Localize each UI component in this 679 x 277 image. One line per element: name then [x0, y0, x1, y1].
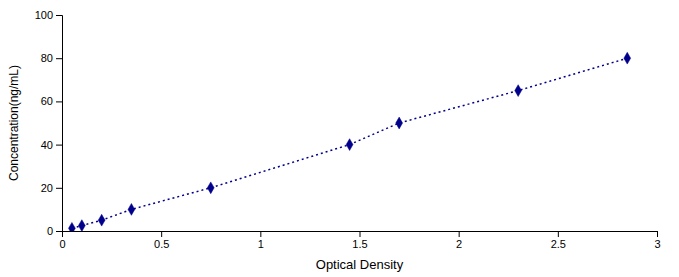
marks: [69, 52, 631, 231]
y-tick: 60: [41, 95, 62, 107]
y-tick: 40: [41, 139, 62, 151]
data-point: [128, 204, 135, 216]
y-tick-mark: [56, 188, 62, 189]
y-tick-label: 60: [41, 95, 53, 107]
y-tick: 0: [47, 225, 62, 237]
x-tick: 3: [654, 231, 660, 250]
x-tick-label: 0: [59, 238, 65, 250]
data-point: [396, 117, 403, 129]
y-tick: 80: [41, 52, 62, 64]
data-line: [72, 58, 627, 228]
x-tick-mark: [360, 231, 361, 237]
y-tick-label: 0: [47, 225, 53, 237]
data-point: [515, 85, 522, 97]
x-axis-line: [63, 232, 658, 238]
x-tick-label: 2: [456, 238, 462, 250]
y-tick-label: 20: [41, 182, 53, 194]
y-axis-line: [56, 16, 63, 232]
y-tick-label: 100: [35, 9, 53, 21]
x-tick-label: 1: [258, 238, 264, 250]
x-tick: 2: [456, 231, 462, 250]
data-point: [346, 139, 353, 151]
x-axis: 0 0.5 1 1.5 2 2.5 3: [59, 231, 660, 250]
y-tick-mark: [56, 58, 62, 59]
y-axis-title: Concentration(ng/mL): [7, 65, 21, 181]
y-tick-mark: [56, 101, 62, 102]
x-tick: 0.5: [154, 231, 169, 250]
x-tick-label: 0.5: [154, 238, 169, 250]
chart-svg: 0 0.5 1 1.5 2 2.5 3 0 20 40 60 80 100 Optical Density…: [0, 0, 679, 277]
chart-container: 0 0.5 1 1.5 2 2.5 3 0 20 40 60 80 100 Optical Density…: [0, 0, 679, 277]
y-tick-mark: [56, 231, 62, 232]
y-tick-label: 40: [41, 139, 53, 151]
y-tick-mark: [56, 15, 62, 16]
y-tick: 20: [41, 182, 62, 194]
x-tick-mark: [459, 231, 460, 237]
plot-area: 0 0.5 1 1.5 2 2.5 3 0 20 40 60 80 100 Optical Density…: [7, 9, 661, 272]
data-point: [69, 222, 76, 231]
y-tick: 100: [35, 9, 62, 21]
y-tick-mark: [56, 145, 62, 146]
data-point: [207, 182, 214, 194]
x-tick-label: 1.5: [352, 238, 367, 250]
x-tick: 1.5: [352, 231, 367, 250]
x-tick-mark: [260, 231, 261, 237]
x-tick: 1: [258, 231, 264, 250]
data-point: [98, 214, 105, 226]
x-tick: 0: [59, 231, 65, 250]
x-tick-mark: [657, 231, 658, 237]
x-tick-label: 2.5: [551, 238, 566, 250]
y-axis: 0 20 40 60 80 100: [35, 9, 63, 237]
data-point: [78, 220, 85, 231]
data-point: [624, 52, 631, 64]
x-tick-label: 3: [654, 238, 660, 250]
x-tick-mark: [558, 231, 559, 237]
x-axis-title: Optical Density: [316, 257, 404, 272]
y-tick-label: 80: [41, 52, 53, 64]
x-tick: 2.5: [551, 231, 566, 250]
x-tick-mark: [161, 231, 162, 237]
